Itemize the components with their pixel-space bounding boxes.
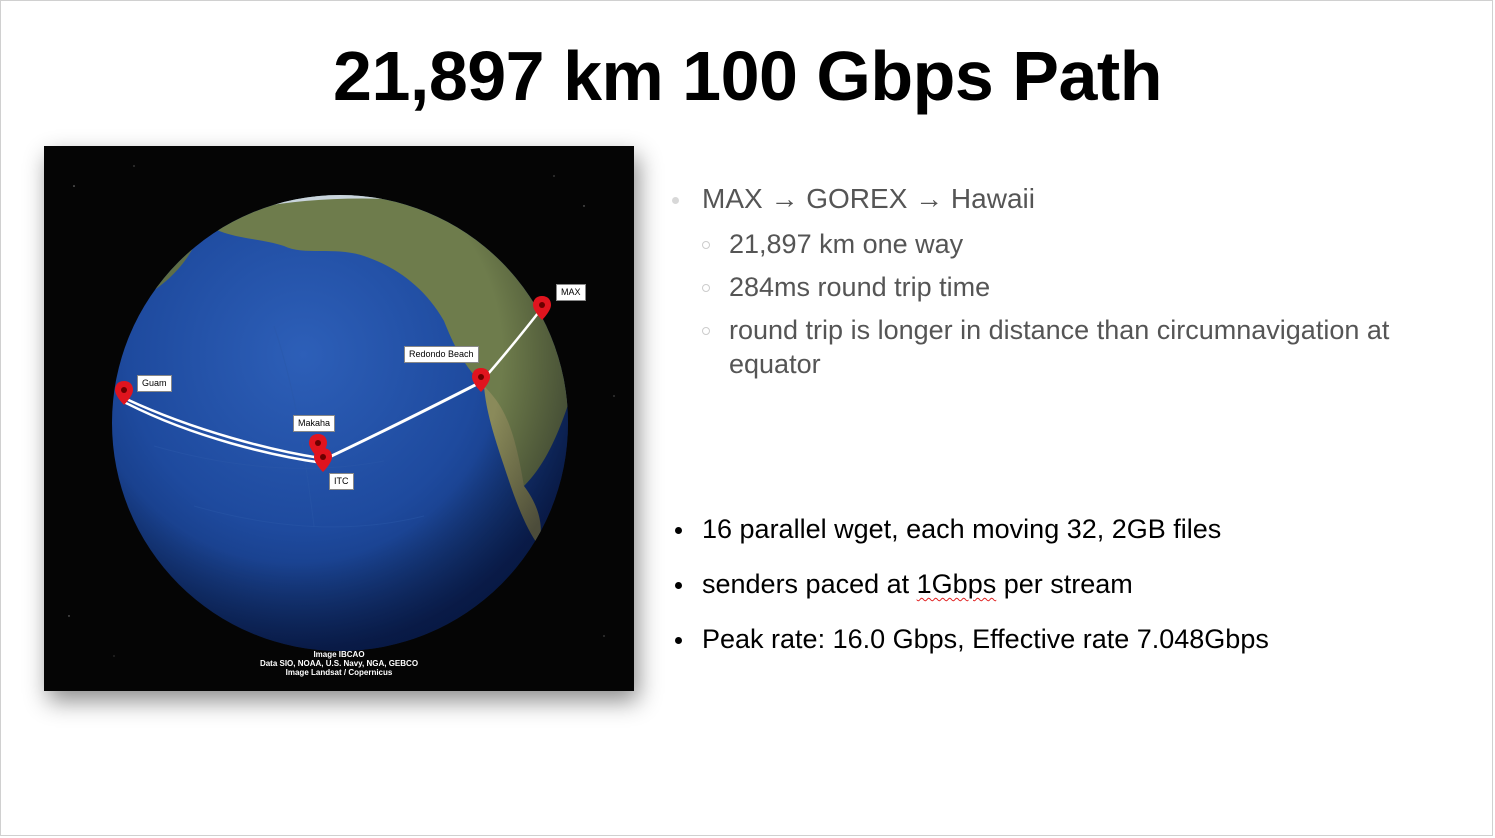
map-label-max: MAX xyxy=(556,284,586,301)
globe-shade xyxy=(112,195,568,651)
pin-max-icon xyxy=(533,296,551,320)
sub-bullet-ring-icon xyxy=(702,284,710,292)
slide-title: 21,897 km 100 Gbps Path xyxy=(333,37,1162,115)
map-credits: Image IBCAO Data SIO, NOAA, U.S. Navy, N… xyxy=(44,650,634,677)
credit-line-1: Image IBCAO xyxy=(313,650,365,659)
bullet-dot-icon xyxy=(675,582,682,589)
sub-bullet-distance: 21,897 km one way xyxy=(672,227,1452,261)
globe-map-image: MAX Redondo Beach Guam Makaha ITC Image … xyxy=(44,146,634,691)
sub-bullet-circumnavigation-text: round trip is longer in distance than ci… xyxy=(729,315,1390,379)
pin-guam-icon xyxy=(115,381,133,405)
sub-bullet-rtt-text: 284ms round trip time xyxy=(729,272,991,302)
bullet-rates: Peak rate: 16.0 Gbps, Effective rate 7.0… xyxy=(672,620,1452,658)
pin-itc-icon xyxy=(314,448,332,472)
bullet-route-text: MAX → GOREX → Hawaii xyxy=(702,183,1035,214)
sub-bullet-ring-icon xyxy=(702,327,710,335)
bottom-bullet-list: 16 parallel wget, each moving 32, 2GB fi… xyxy=(672,510,1452,675)
bullet-pacing: senders paced at 1Gbps per stream xyxy=(672,565,1452,603)
globe-svg xyxy=(68,165,615,657)
bullet-dot-icon xyxy=(675,527,682,534)
sub-bullet-circumnavigation: round trip is longer in distance than ci… xyxy=(672,313,1419,381)
bullet-dot-icon xyxy=(672,197,679,204)
stars xyxy=(68,165,615,657)
pin-redondo-icon xyxy=(472,368,490,392)
spellcheck-flagged-word[interactable]: 1Gbps xyxy=(916,569,997,599)
bullet-pacing-before: senders paced at xyxy=(702,569,917,599)
map-label-redondo: Redondo Beach xyxy=(404,346,479,363)
credit-line-3: Image Landsat / Copernicus xyxy=(285,668,393,677)
sub-bullet-ring-icon xyxy=(702,241,710,249)
bullet-pacing-after: per stream xyxy=(996,569,1133,599)
credit-line-2: Data SIO, NOAA, U.S. Navy, NGA, GEBCO xyxy=(259,659,419,668)
route-guam-makaha xyxy=(122,396,322,460)
bullet-rates-text: Peak rate: 16.0 Gbps, Effective rate 7.0… xyxy=(702,624,1269,654)
map-label-makaha: Makaha xyxy=(293,415,336,432)
route-hawaii-redondo xyxy=(321,380,483,462)
sub-bullet-rtt: 284ms round trip time xyxy=(672,270,1452,304)
bullet-route: MAX → GOREX → Hawaii xyxy=(672,180,1452,218)
bullet-wget: 16 parallel wget, each moving 32, 2GB fi… xyxy=(672,510,1452,548)
map-label-guam: Guam xyxy=(137,375,172,392)
sub-bullet-distance-text: 21,897 km one way xyxy=(729,229,964,259)
map-label-itc: ITC xyxy=(329,473,354,490)
bullet-dot-icon xyxy=(675,637,682,644)
top-bullet-list: MAX → GOREX → Hawaii 21,897 km one way 2… xyxy=(672,180,1452,381)
bullet-wget-text: 16 parallel wget, each moving 32, 2GB fi… xyxy=(702,514,1222,544)
route-guam-itc xyxy=(122,400,325,465)
